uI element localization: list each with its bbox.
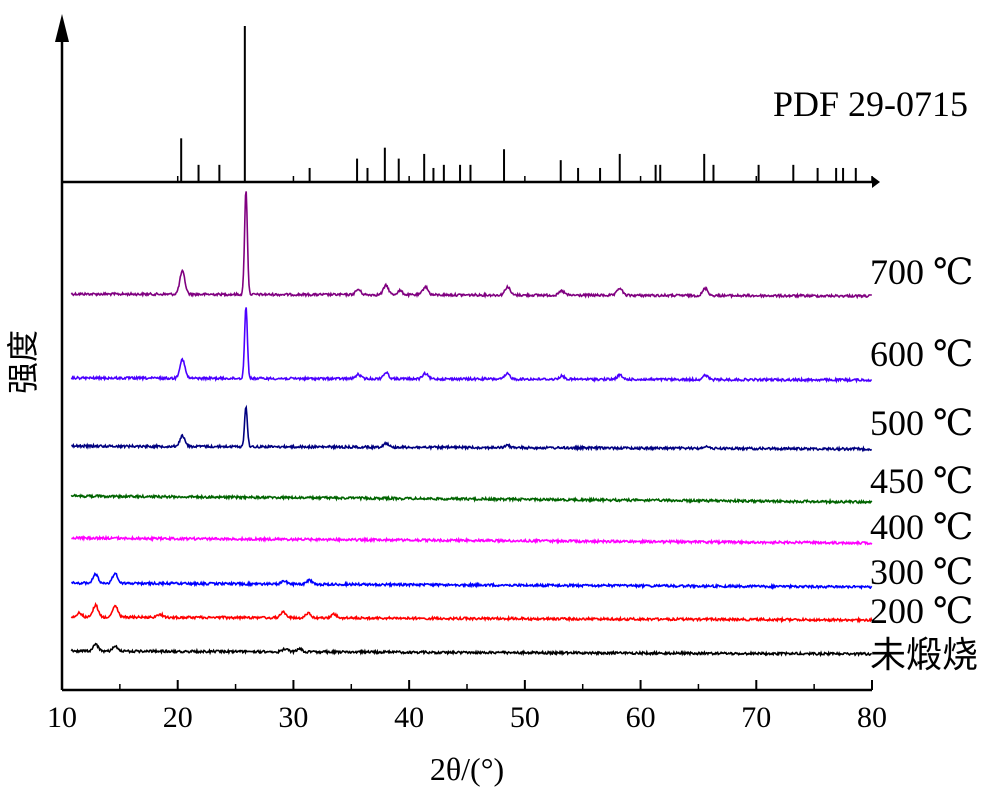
reference-pattern (180, 26, 857, 182)
x-tick-label: 10 (47, 701, 77, 734)
x-ticks (61, 176, 880, 690)
x-tick-label: 70 (741, 701, 771, 734)
series-label: 未煅烧 (870, 635, 978, 675)
series-line (71, 534, 873, 547)
series-label: 450 ℃ (870, 461, 973, 501)
x-tick-label: 20 (163, 701, 193, 734)
series-line (70, 571, 873, 591)
reference-label: PDF 29-0715 (773, 84, 968, 124)
series-line (70, 601, 873, 624)
x-tick-label: 30 (278, 701, 308, 734)
y-axis-arrow (55, 14, 69, 42)
x-axis-title: 2θ/(°) (430, 751, 504, 787)
axes (55, 14, 872, 692)
series-group (70, 191, 873, 658)
series-label: 300 ℃ (870, 552, 973, 592)
x-tick-labels: 10 20 30 40 50 60 70 80 (47, 701, 887, 734)
series-line (71, 404, 872, 453)
x-tick-label: 60 (626, 701, 656, 734)
x-tick-label: 40 (394, 701, 424, 734)
series-line (70, 642, 873, 658)
y-axis-title: 强度 (5, 330, 41, 394)
series-label: 200 ℃ (870, 591, 973, 631)
series-label: 600 ℃ (870, 334, 973, 374)
series-label: 500 ℃ (870, 403, 973, 443)
series-label: 400 ℃ (870, 507, 973, 547)
x-tick-label: 50 (510, 701, 540, 734)
series-line (70, 307, 872, 384)
series-label: 700 ℃ (870, 252, 973, 292)
series-line (70, 493, 873, 505)
ref-axis-arrow (872, 176, 880, 188)
series-line (70, 191, 872, 300)
x-tick-label: 80 (857, 701, 887, 734)
